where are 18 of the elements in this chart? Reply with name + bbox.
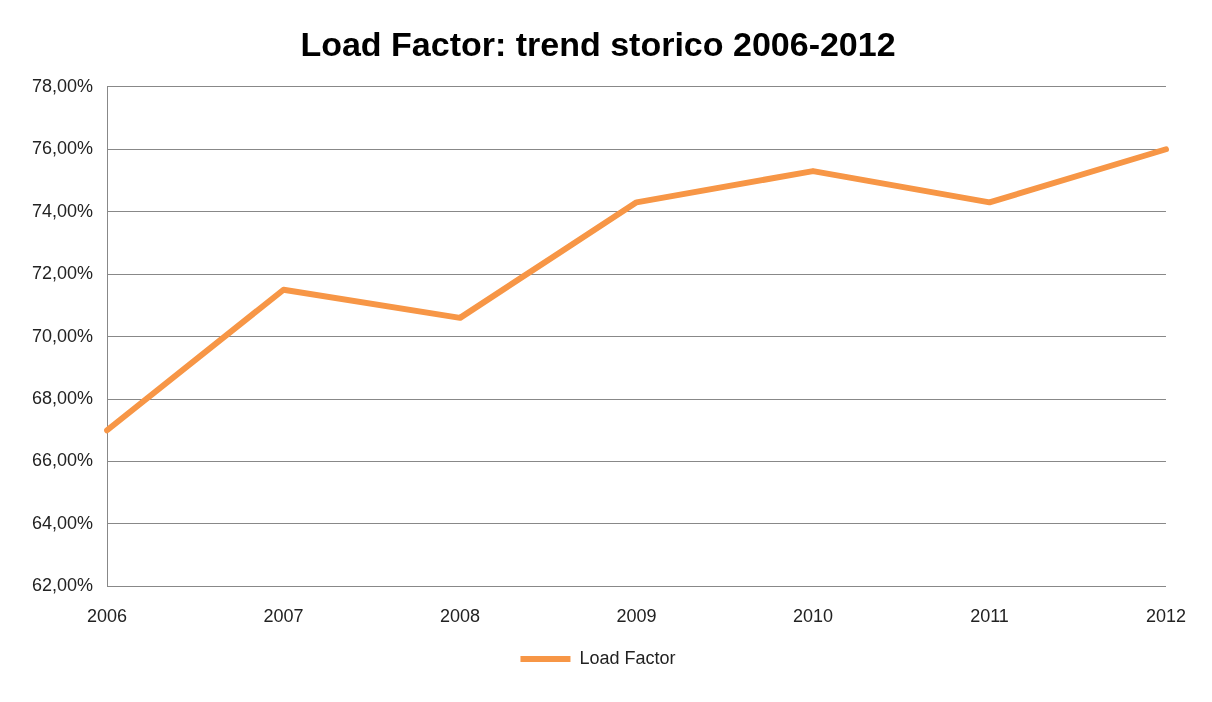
y-tick-label: 68,00% <box>31 388 94 409</box>
y-tick-label: 72,00% <box>31 263 94 284</box>
y-tick-label: 64,00% <box>31 512 94 533</box>
y-tick-label: 74,00% <box>31 200 94 221</box>
x-tick-label: 2012 <box>1145 606 1186 627</box>
y-tick-label: 62,00% <box>31 575 94 596</box>
x-tick-label: 2006 <box>87 606 128 627</box>
legend-label: Load Factor <box>579 647 676 668</box>
x-tick-label: 2010 <box>792 606 834 627</box>
y-tick-label: 78,00% <box>31 75 94 96</box>
y-tick-label: 76,00% <box>31 138 94 159</box>
y-tick-label: 70,00% <box>31 325 94 346</box>
x-tick-label: 2007 <box>263 606 304 627</box>
x-tick-label: 2008 <box>440 606 481 627</box>
x-tick-label: 2011 <box>970 606 1009 627</box>
x-tick-label: 2009 <box>616 606 657 627</box>
chart-title: Load Factor: trend storico 2006-2012 <box>300 24 896 63</box>
y-tick-label: 66,00% <box>31 450 94 471</box>
